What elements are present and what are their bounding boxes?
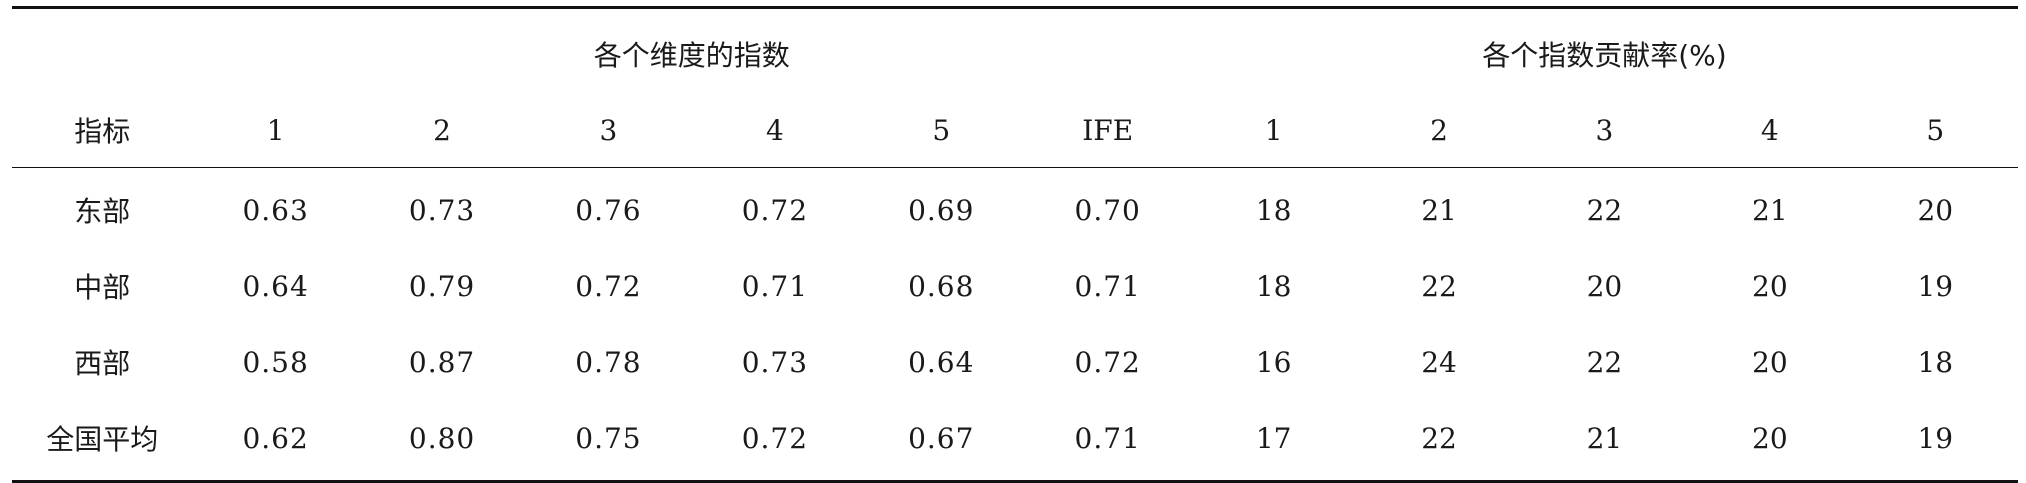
table-row-national-average: 全国平均 0.62 0.80 0.75 0.72 0.67 0.71 17 22… <box>12 400 2018 482</box>
column-header-index-ife: IFE <box>1082 113 1134 147</box>
index-cell: 0.73 <box>408 193 476 227</box>
index-cell: 0.76 <box>575 193 642 227</box>
index-cell: 0.79 <box>408 269 476 303</box>
rate-cell: 19 <box>1917 269 1954 303</box>
rate-cell: 16 <box>1255 345 1292 379</box>
index-cell: 0.72 <box>741 421 809 455</box>
column-header-label: 指标 <box>74 115 131 148</box>
rate-cell: 18 <box>1255 269 1292 303</box>
rate-cell: 19 <box>1917 421 1954 455</box>
rate-cell: 18 <box>1255 193 1292 227</box>
column-header-index-4: 4 <box>765 113 784 147</box>
index-cell: 0.73 <box>741 345 809 379</box>
column-header-index-5: 5 <box>932 113 951 147</box>
rate-cell: 21 <box>1586 421 1623 455</box>
rate-cell: 20 <box>1752 345 1788 379</box>
rate-cell: 22 <box>1421 269 1457 303</box>
rate-cell: 20 <box>1752 421 1788 455</box>
table-row-west: 西部 0.58 0.87 0.78 0.73 0.64 0.72 16 24 2… <box>12 324 2018 400</box>
data-table: 各个维度的指数 各个指数贡献率(%) 指标 1 2 3 4 5 IFE 1 2 … <box>12 6 2018 483</box>
index-cell: 0.71 <box>741 269 809 303</box>
index-cell: 0.62 <box>242 421 309 455</box>
group-header-blank <box>12 8 192 94</box>
ife-cell: 0.72 <box>1074 345 1141 379</box>
index-cell: 0.72 <box>575 269 642 303</box>
rate-cell: 17 <box>1255 421 1292 455</box>
rate-cell: 21 <box>1752 193 1788 227</box>
index-cell: 0.80 <box>408 421 476 455</box>
rate-cell: 24 <box>1421 345 1457 379</box>
rate-cell: 22 <box>1421 421 1457 455</box>
group-header-row: 各个维度的指数 各个指数贡献率(%) <box>12 7 2018 94</box>
ife-cell: 0.71 <box>1074 421 1141 455</box>
rate-cell: 22 <box>1586 193 1623 227</box>
ife-cell: 0.71 <box>1074 269 1141 303</box>
row-label: 东部 <box>74 195 131 228</box>
rate-cell: 22 <box>1586 345 1623 379</box>
index-cell: 0.64 <box>908 345 975 379</box>
column-header-rate-2: 2 <box>1430 113 1448 147</box>
index-cell: 0.68 <box>908 269 975 303</box>
index-cell: 0.67 <box>908 421 975 455</box>
index-cell: 0.63 <box>242 193 309 227</box>
rate-cell: 18 <box>1917 345 1954 379</box>
index-cell: 0.72 <box>741 193 809 227</box>
data-table-container: 各个维度的指数 各个指数贡献率(%) 指标 1 2 3 4 5 IFE 1 2 … <box>12 6 2018 482</box>
index-cell: 0.58 <box>242 345 309 379</box>
group-header-index: 各个维度的指数 <box>593 39 790 72</box>
row-label: 中部 <box>74 271 131 304</box>
index-cell: 0.64 <box>242 269 309 303</box>
table-row-central: 中部 0.64 0.79 0.72 0.71 0.68 0.71 18 22 2… <box>12 248 2018 324</box>
table-row-east: 东部 0.63 0.73 0.76 0.72 0.69 0.70 18 21 2… <box>12 167 2018 249</box>
rate-cell: 20 <box>1752 269 1788 303</box>
index-cell: 0.69 <box>908 193 975 227</box>
row-label: 西部 <box>74 347 131 380</box>
column-header-index-3: 3 <box>599 113 618 147</box>
index-cell: 0.78 <box>575 345 642 379</box>
ife-cell: 0.70 <box>1074 193 1141 227</box>
row-label: 全国平均 <box>46 423 159 456</box>
column-header-rate-5: 5 <box>1926 113 1945 147</box>
column-header-rate-4: 4 <box>1760 113 1779 147</box>
rate-cell: 20 <box>1586 269 1623 303</box>
column-header-rate-1: 1 <box>1264 113 1283 147</box>
column-header-rate-3: 3 <box>1595 113 1614 147</box>
index-cell: 0.87 <box>408 345 476 379</box>
index-cell: 0.75 <box>575 421 642 455</box>
rate-cell: 21 <box>1421 193 1457 227</box>
column-header-row: 指标 1 2 3 4 5 IFE 1 2 3 4 5 <box>12 93 2018 168</box>
rate-cell: 20 <box>1917 193 1954 227</box>
group-header-rate: 各个指数贡献率(%) <box>1482 39 1727 72</box>
column-header-index-1: 1 <box>266 113 285 147</box>
column-header-index-2: 2 <box>433 113 451 147</box>
